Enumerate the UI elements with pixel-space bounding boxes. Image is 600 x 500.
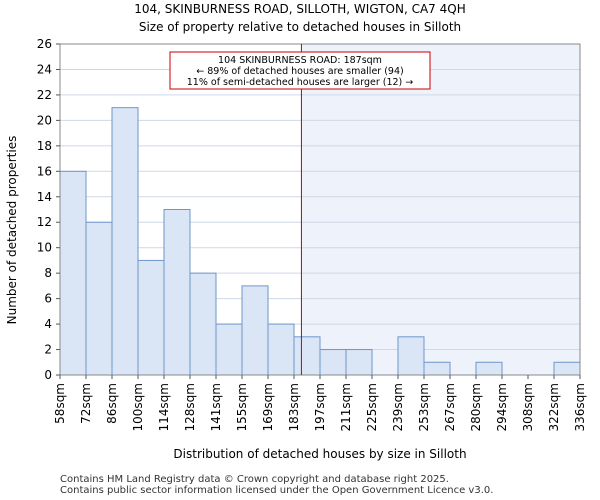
y-tick-label: 20: [37, 113, 52, 127]
x-tick-label: 239sqm: [391, 383, 405, 431]
x-tick-label: 72sqm: [79, 383, 93, 424]
x-tick-label: 336sqm: [573, 383, 587, 431]
annotation-smaller: ← 89% of detached houses are smaller (94…: [196, 66, 403, 77]
x-tick-label: 225sqm: [365, 383, 379, 431]
histogram-bar: [553, 361, 581, 376]
x-tick-label: 128sqm: [183, 383, 197, 431]
chart-subtitle: Size of property relative to detached ho…: [138, 20, 462, 34]
histogram-bar: [319, 349, 347, 376]
histogram-bar: [189, 272, 217, 376]
x-tick-label: 308sqm: [521, 383, 535, 431]
histogram-bar: [267, 323, 295, 376]
x-tick-label: 267sqm: [443, 383, 457, 431]
x-tick-label: 280sqm: [469, 383, 483, 431]
highlight-region: [301, 44, 580, 375]
x-tick-label: 183sqm: [287, 383, 301, 431]
y-tick-label: 0: [44, 368, 52, 382]
histogram-bar: [85, 221, 113, 376]
histogram-bar: [137, 259, 165, 376]
x-tick-label: 141sqm: [209, 383, 223, 431]
footer-licence: Contains public sector information licen…: [60, 485, 494, 496]
x-tick-label: 114sqm: [157, 383, 171, 431]
histogram-bar: [397, 336, 425, 376]
x-tick-label: 294sqm: [495, 383, 509, 431]
x-tick-label: 211sqm: [339, 383, 353, 431]
chart-title: 104, SKINBURNESS ROAD, SILLOTH, WIGTON, …: [134, 2, 466, 16]
y-tick-label: 24: [37, 62, 52, 76]
y-tick-label: 8: [44, 266, 52, 280]
histogram-bar: [293, 336, 321, 376]
y-tick-label: 10: [37, 241, 52, 255]
histogram-bar: [345, 349, 373, 376]
x-tick-label: 58sqm: [53, 383, 67, 424]
x-tick-label: 253sqm: [417, 383, 431, 431]
histogram-bar: [241, 285, 269, 376]
histogram-bar: [59, 170, 87, 376]
x-tick-label: 100sqm: [131, 383, 145, 431]
y-axis-label: Number of detached properties: [5, 136, 19, 325]
annotation-larger: 11% of semi-detached houses are larger (…: [187, 77, 414, 88]
histogram-bar: [163, 209, 191, 376]
histogram-bar: [111, 107, 139, 376]
x-tick-label: 86sqm: [105, 383, 119, 424]
y-tick-label: 26: [37, 37, 52, 51]
y-tick-label: 18: [37, 139, 52, 153]
x-tick-label: 322sqm: [547, 383, 561, 431]
x-tick-label: 155sqm: [235, 383, 249, 431]
histogram-bar: [423, 361, 451, 376]
histogram-bar: [215, 323, 243, 376]
y-tick-label: 22: [37, 88, 52, 102]
y-tick-label: 2: [44, 343, 52, 357]
annotation-box: [169, 51, 431, 90]
y-tick-label: 4: [44, 317, 52, 331]
footer-copyright: Contains HM Land Registry data © Crown c…: [60, 474, 449, 485]
y-tick-label: 6: [44, 292, 52, 306]
y-tick-label: 12: [37, 215, 52, 229]
x-tick-label: 169sqm: [261, 383, 275, 431]
x-tick-label: 197sqm: [313, 383, 327, 431]
annotation-title: 104 SKINBURNESS ROAD: 187sqm: [218, 55, 382, 66]
histogram-bar: [475, 361, 503, 376]
y-tick-label: 16: [37, 164, 52, 178]
x-axis-label: Distribution of detached houses by size …: [173, 447, 466, 461]
y-tick-label: 14: [37, 190, 52, 204]
